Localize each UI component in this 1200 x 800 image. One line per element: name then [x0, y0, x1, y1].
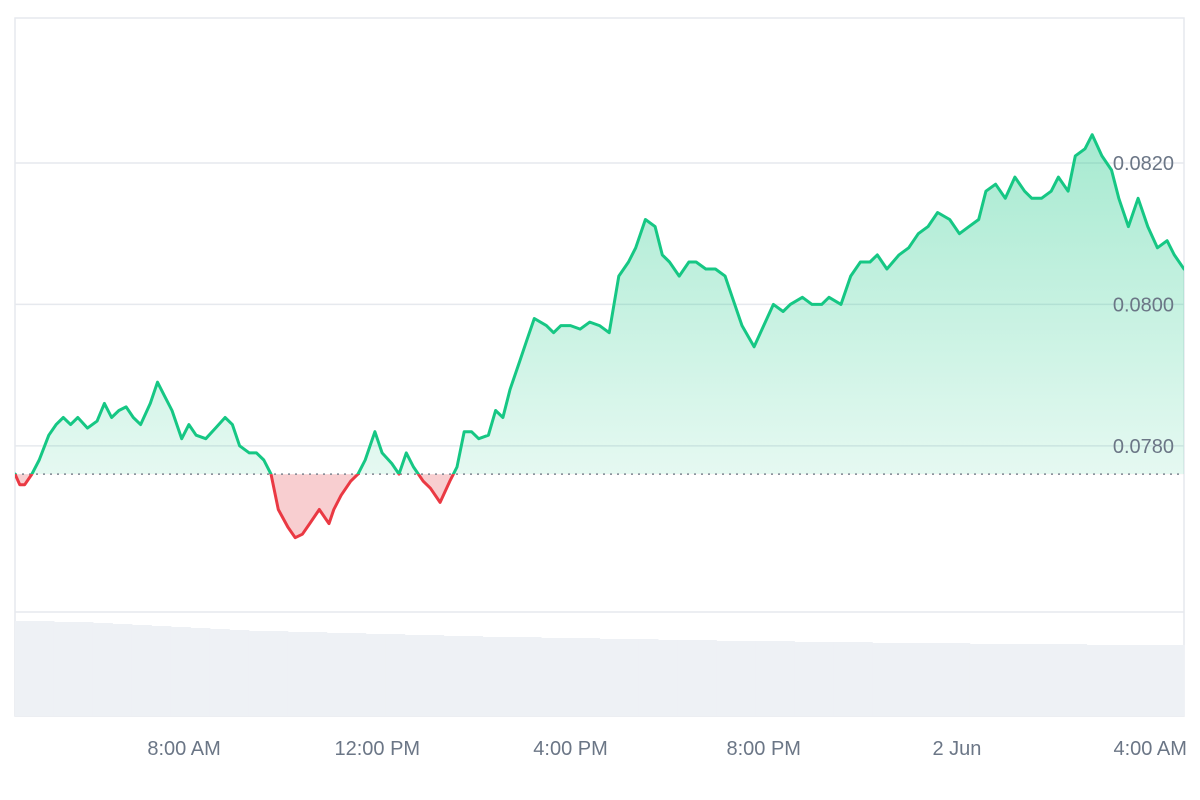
x-tick-label: 4:00 AM: [1113, 738, 1186, 760]
x-tick-label: 12:00 PM: [334, 738, 420, 760]
volume-bar: [424, 635, 445, 716]
volume-bar: [696, 640, 717, 716]
volume-bar: [151, 626, 172, 716]
volume-bar: [307, 632, 328, 716]
volume-bar: [852, 642, 873, 716]
volume-bar: [365, 634, 386, 716]
volume-bar: [735, 641, 756, 716]
price-line-up[interactable]: [15, 133, 1184, 538]
volume-bar: [657, 640, 678, 716]
y-tick-label: 0.0800: [1113, 294, 1174, 316]
volume-bar: [813, 642, 834, 716]
volume-bar: [131, 625, 152, 716]
volume-bar: [1028, 644, 1049, 716]
x-tick-label: 4:00 PM: [533, 738, 607, 760]
y-axis: 0.0780 0.0800 0.0820: [1113, 153, 1174, 458]
volume-bar: [443, 636, 464, 716]
volume-bar: [833, 642, 854, 716]
volume-bar: [1145, 645, 1166, 716]
y-tick-label: 0.0820: [1113, 153, 1174, 175]
volume-bars: [15, 621, 1185, 716]
volume-bar: [1047, 644, 1068, 716]
volume-bar: [521, 637, 542, 716]
volume-bar: [53, 622, 74, 716]
volume-bar: [716, 641, 737, 716]
volume-bar: [755, 641, 776, 716]
volume-bar: [618, 639, 639, 716]
volume-bar: [385, 634, 406, 716]
volume-bar: [404, 635, 425, 716]
volume-bar: [580, 638, 600, 716]
volume-bar: [599, 639, 620, 716]
volume-bar: [287, 632, 308, 716]
volume-bar: [502, 637, 523, 716]
volume-bar: [638, 639, 659, 716]
x-tick-label: 2 Jun: [932, 738, 981, 760]
x-tick-label: 8:00 AM: [147, 738, 220, 760]
volume-bar: [1125, 645, 1146, 716]
price-line[interactable]: [15, 133, 1184, 540]
area-above-baseline: [15, 134, 1184, 475]
volume-bar: [1106, 645, 1127, 716]
volume-bar: [989, 644, 1010, 716]
volume-bar: [891, 643, 912, 716]
volume-bar: [794, 642, 815, 716]
volume-bar: [677, 640, 698, 716]
volume-bar: [92, 623, 113, 716]
volume-bar: [346, 633, 367, 716]
volume-bar: [190, 628, 211, 716]
volume-bar: [950, 643, 971, 716]
volume-bar: [911, 643, 932, 716]
volume-bar: [248, 631, 269, 716]
volume-bar: [15, 621, 35, 716]
x-tick-label: 8:00 PM: [726, 738, 800, 760]
volume-bar: [1164, 645, 1185, 716]
volume-bar: [463, 636, 484, 716]
volume-bar: [560, 638, 581, 716]
y-tick-label: 0.0780: [1113, 436, 1174, 458]
volume-bar: [774, 641, 795, 716]
volume-bar: [268, 631, 289, 716]
volume-bar: [170, 627, 191, 716]
volume-bar: [209, 629, 230, 716]
volume-bar: [73, 622, 94, 716]
x-axis: 8:00 AM 12:00 PM 4:00 PM 8:00 PM 2 Jun 4:00 A…: [147, 738, 1187, 760]
volume-bar: [969, 644, 990, 716]
volume-bar: [34, 621, 55, 716]
price-area: [15, 134, 1184, 538]
volume-bar: [541, 638, 562, 716]
volume-bar: [482, 637, 503, 716]
volume-bar: [872, 643, 893, 716]
volume-bar: [1067, 644, 1088, 716]
volume-bar: [1086, 645, 1107, 716]
volume-bar: [229, 630, 250, 716]
volume-bar: [326, 633, 347, 716]
volume-bar: [1008, 644, 1029, 716]
volume-bar: [112, 624, 133, 716]
volume-bar: [930, 643, 951, 716]
